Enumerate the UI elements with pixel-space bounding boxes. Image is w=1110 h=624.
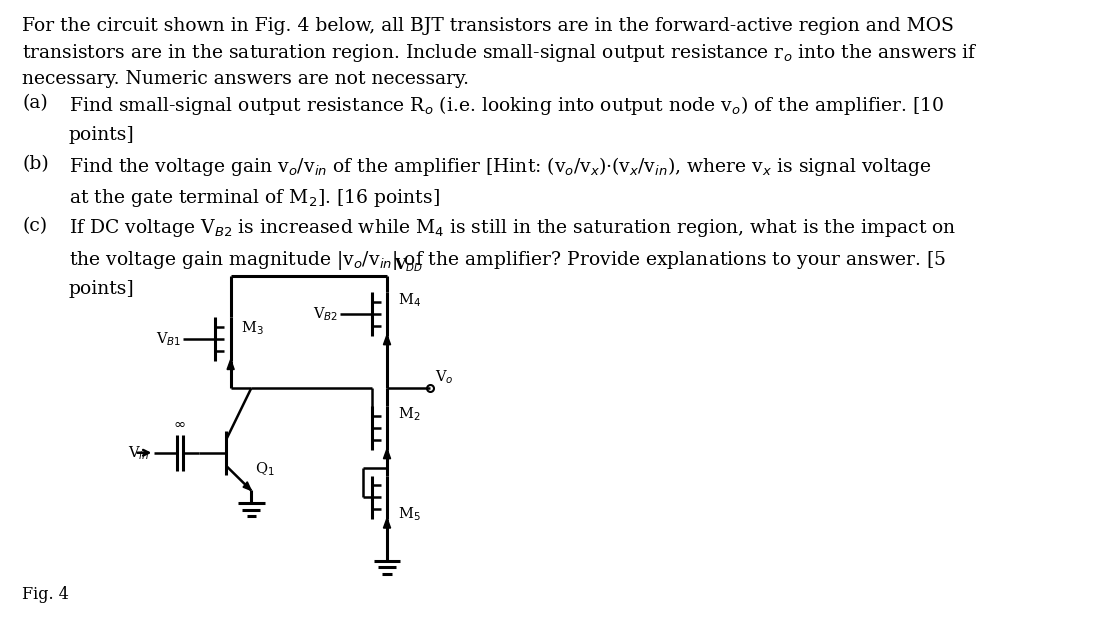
Text: V$_o$: V$_o$: [435, 369, 454, 386]
Text: (b): (b): [22, 155, 49, 173]
Text: M$_2$: M$_2$: [397, 406, 421, 423]
Text: the voltage gain magnitude |v$_o$/v$_{in}$| of the amplifier? Provide explanatio: the voltage gain magnitude |v$_o$/v$_{in…: [69, 248, 946, 271]
Text: If DC voltage V$_{B2}$ is increased while M$_4$ is still in the saturation regio: If DC voltage V$_{B2}$ is increased whil…: [69, 217, 956, 239]
Text: points]: points]: [69, 125, 134, 144]
Text: Find the voltage gain v$_o$/v$_{in}$ of the amplifier [Hint: (v$_o$/v$_x$)·(v$_x: Find the voltage gain v$_o$/v$_{in}$ of …: [69, 155, 931, 178]
Text: (c): (c): [22, 217, 48, 235]
Polygon shape: [383, 449, 391, 459]
Polygon shape: [383, 335, 391, 344]
Text: V$_{in}$: V$_{in}$: [129, 444, 150, 462]
Text: (a): (a): [22, 94, 48, 112]
Text: V$_{DD}$: V$_{DD}$: [394, 256, 423, 275]
Text: M$_5$: M$_5$: [397, 505, 421, 523]
Polygon shape: [383, 518, 391, 528]
Text: at the gate terminal of M$_2$]. [16 points]: at the gate terminal of M$_2$]. [16 poin…: [69, 187, 440, 209]
Text: Q$_1$: Q$_1$: [255, 461, 274, 479]
Text: For the circuit shown in Fig. 4 below, all BJT transistors are in the forward-ac: For the circuit shown in Fig. 4 below, a…: [22, 17, 978, 88]
Text: Find small-signal output resistance R$_o$ (i.e. looking into output node v$_o$) : Find small-signal output resistance R$_o…: [69, 94, 944, 117]
Text: M$_4$: M$_4$: [397, 291, 421, 309]
Text: V$_{B1}$: V$_{B1}$: [157, 330, 182, 348]
Text: points]: points]: [69, 280, 134, 298]
Text: Fig. 4: Fig. 4: [22, 587, 69, 603]
Text: V$_{B2}$: V$_{B2}$: [313, 305, 337, 323]
Polygon shape: [243, 482, 251, 490]
Polygon shape: [228, 359, 234, 369]
Text: $\infty$: $\infty$: [173, 417, 186, 431]
Text: M$_3$: M$_3$: [241, 319, 264, 337]
